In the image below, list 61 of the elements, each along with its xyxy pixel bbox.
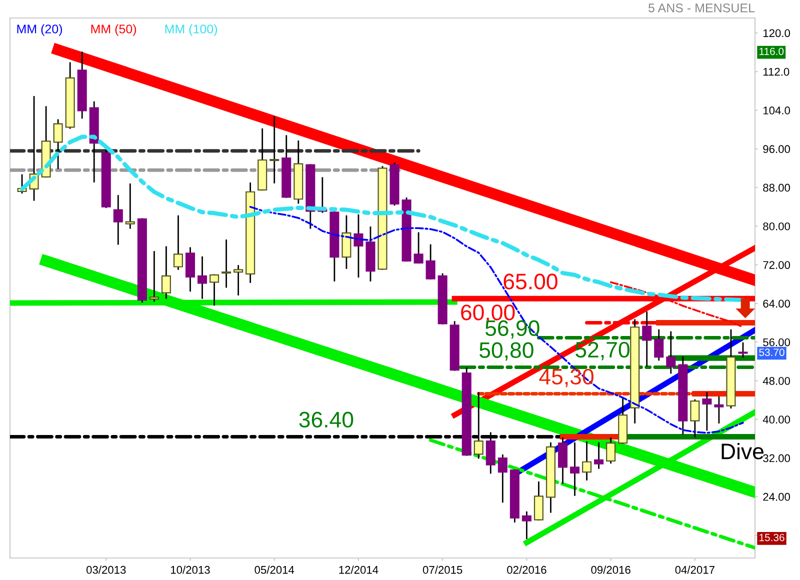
candlestick: [498, 454, 508, 503]
x-tick-label: 12/2014: [339, 566, 378, 574]
text: 53.70: [759, 348, 784, 356]
candlestick: [666, 331, 676, 374]
x-tick-label: 07/2015: [422, 566, 462, 574]
candlestick: [426, 244, 436, 280]
text: MM (20): [17, 24, 62, 36]
chart-title: 5 ANS - MENSUEL: [648, 4, 755, 12]
annotation: 52,70: [576, 342, 630, 360]
candlestick: [570, 442, 580, 496]
y-tick-label: 64.00: [763, 300, 790, 308]
candlestick: [714, 396, 724, 424]
candlestick: [606, 438, 616, 464]
candlestick: [210, 274, 220, 306]
text: 116.0: [760, 48, 784, 56]
candlestick: [222, 239, 232, 288]
candlestick: [173, 215, 183, 270]
y-tick-label: 80.00: [763, 222, 790, 230]
candlestick: [161, 246, 171, 299]
candlestick: [185, 247, 196, 292]
candlestick: [113, 195, 123, 245]
text: 15.36: [760, 534, 784, 542]
y-tick-label: 24.00: [763, 492, 790, 501]
x-tick-label: 03/2013: [86, 566, 126, 574]
y-tick-label: 88.00: [763, 184, 790, 192]
candlestick: [534, 481, 544, 521]
candlestick: [149, 251, 159, 302]
candlestick: [654, 329, 664, 361]
x-tick-label: 02/2016: [507, 566, 546, 574]
annotation: 65.00: [504, 274, 558, 290]
candlestick: [582, 441, 592, 480]
y-tick-label: 48.00: [762, 377, 790, 385]
x-tick-label: 04/2017: [675, 566, 714, 574]
y-tick-label: 32.00: [763, 454, 790, 462]
y-tick-label: 120.0: [763, 29, 790, 38]
candlestick: [690, 399, 700, 438]
candlestick: [197, 256, 208, 299]
candlestick: [522, 511, 532, 540]
candlestick: [702, 392, 712, 431]
y-tick-label: 96.00: [763, 145, 790, 154]
annotation: 50,80: [480, 342, 534, 361]
candlestick: [270, 116, 280, 184]
x-tick-label: 09/2016: [591, 566, 630, 574]
candlestick: [234, 265, 244, 296]
text: MM (100): [165, 24, 217, 36]
annotation: 36.40: [299, 412, 354, 428]
annotation: Dive: [722, 442, 764, 460]
y-tick-label: 72.00: [763, 261, 790, 269]
text: MM (50): [91, 24, 136, 36]
y-tick-label: 56.00: [763, 338, 790, 346]
y-tick-label: 40.00: [762, 416, 790, 424]
y-tick-label: 112.0: [763, 68, 790, 76]
candlestick: [594, 442, 604, 469]
candlestick: [642, 311, 652, 366]
candlestick: [738, 342, 748, 358]
candlestick: [125, 183, 135, 229]
candlestick: [414, 232, 424, 264]
x-tick-label: 10/2013: [171, 566, 210, 574]
candlestick: [53, 119, 63, 169]
x-tick-label: 05/2014: [254, 566, 294, 574]
y-tick-label: 104.0: [763, 106, 790, 114]
